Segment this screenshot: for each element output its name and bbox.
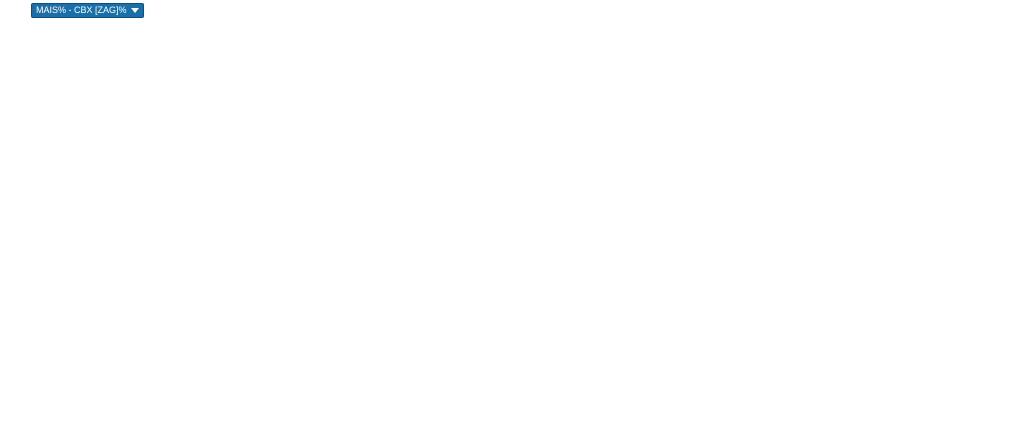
y-tick-label: 9,00% — [990, 73, 1013, 82]
y-tick-label: -7,00% — [990, 383, 1015, 392]
y-tick-label: -6,00% — [990, 364, 1015, 373]
x-tick-label: Mar — [376, 405, 390, 414]
y-tick-label: 5,00% — [990, 151, 1013, 160]
x-tick-label: 06 — [592, 405, 601, 414]
y-tick-label: 4,00% — [990, 170, 1013, 179]
x-tick-label: May — [732, 405, 748, 414]
x-tick-label: 13 — [86, 405, 95, 414]
x-tick-label: 16 — [464, 405, 473, 414]
x-tick-label: 14 — [628, 405, 637, 414]
y-tick-label: 3,00% — [990, 189, 1013, 198]
x-tick-label: 24 — [337, 405, 346, 414]
y-tick-label: 11,00% — [990, 34, 1017, 43]
x-tick-label: 27 — [169, 405, 178, 414]
x-tick-label: 18 — [819, 405, 828, 414]
x-tick-label: 11 — [777, 405, 786, 414]
y-tick-label: 0% — [990, 248, 1002, 257]
y-tick-label: 7,00% — [990, 112, 1013, 121]
last-value-tag — [986, 154, 1024, 167]
x-tick-label: 09 — [422, 405, 431, 414]
x-tick-label: 20 — [127, 405, 136, 414]
x-tick-label: 17 — [296, 405, 305, 414]
y-tick-label: -1,00% — [990, 267, 1015, 276]
y-tick-label: -3,00% — [990, 306, 1015, 315]
x-tick-label: 25 — [862, 405, 871, 414]
y-tick-label: -5,00% — [990, 345, 1015, 354]
y-tick-label: -2,00% — [990, 286, 1015, 295]
x-tick-label: 27 — [700, 405, 709, 414]
y-tick-label: 2,00% — [990, 209, 1013, 218]
y-tick-label: 1,00% — [990, 228, 1013, 237]
x-tick-label: 30 — [549, 405, 558, 414]
y-tick-label: 6,00% — [990, 131, 1013, 140]
x-tick-label: 20 — [659, 405, 668, 414]
y-tick-label: 8,00% — [990, 92, 1013, 101]
series-selector[interactable]: MAIS% - CBX [ZAG]% — [31, 3, 144, 18]
y-tick-label: -4,00% — [990, 325, 1015, 334]
x-tick-label: 23 — [506, 405, 515, 414]
line — [29, 13, 976, 387]
x-tick-label: Feb — [207, 405, 221, 414]
x-tick-label: 08 — [945, 405, 954, 414]
x-tick-label: Jun — [901, 405, 915, 414]
last-value-label: 4,73% — [989, 156, 1012, 165]
y-tick-label: 12,00% — [990, 15, 1017, 24]
area — [30, 13, 975, 387]
x-tick-label: 2019 Dec 30 — [30, 405, 76, 414]
x-tick-label: 10 — [254, 405, 263, 414]
y-tick-label: 10,00% — [990, 54, 1017, 63]
